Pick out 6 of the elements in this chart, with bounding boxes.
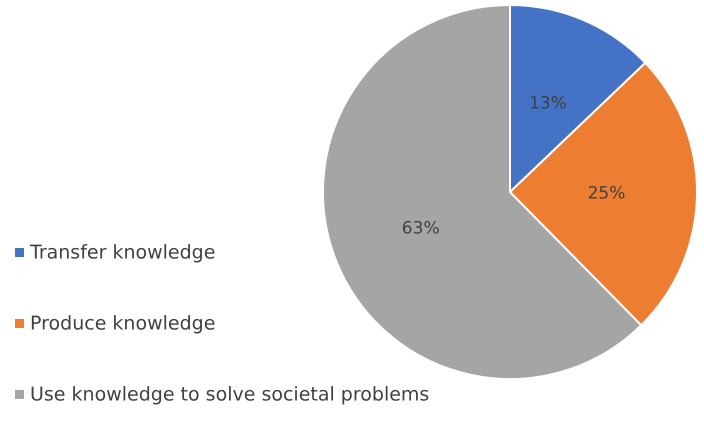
data-label: 25% xyxy=(588,184,626,204)
data-label: 63% xyxy=(402,218,440,239)
legend-label: Transfer knowledge xyxy=(29,242,216,264)
legend-label: Produce knowledge xyxy=(30,312,216,334)
legend-label: Use knowledge to solve societal problems xyxy=(30,384,430,406)
data-label: 13% xyxy=(529,93,567,114)
